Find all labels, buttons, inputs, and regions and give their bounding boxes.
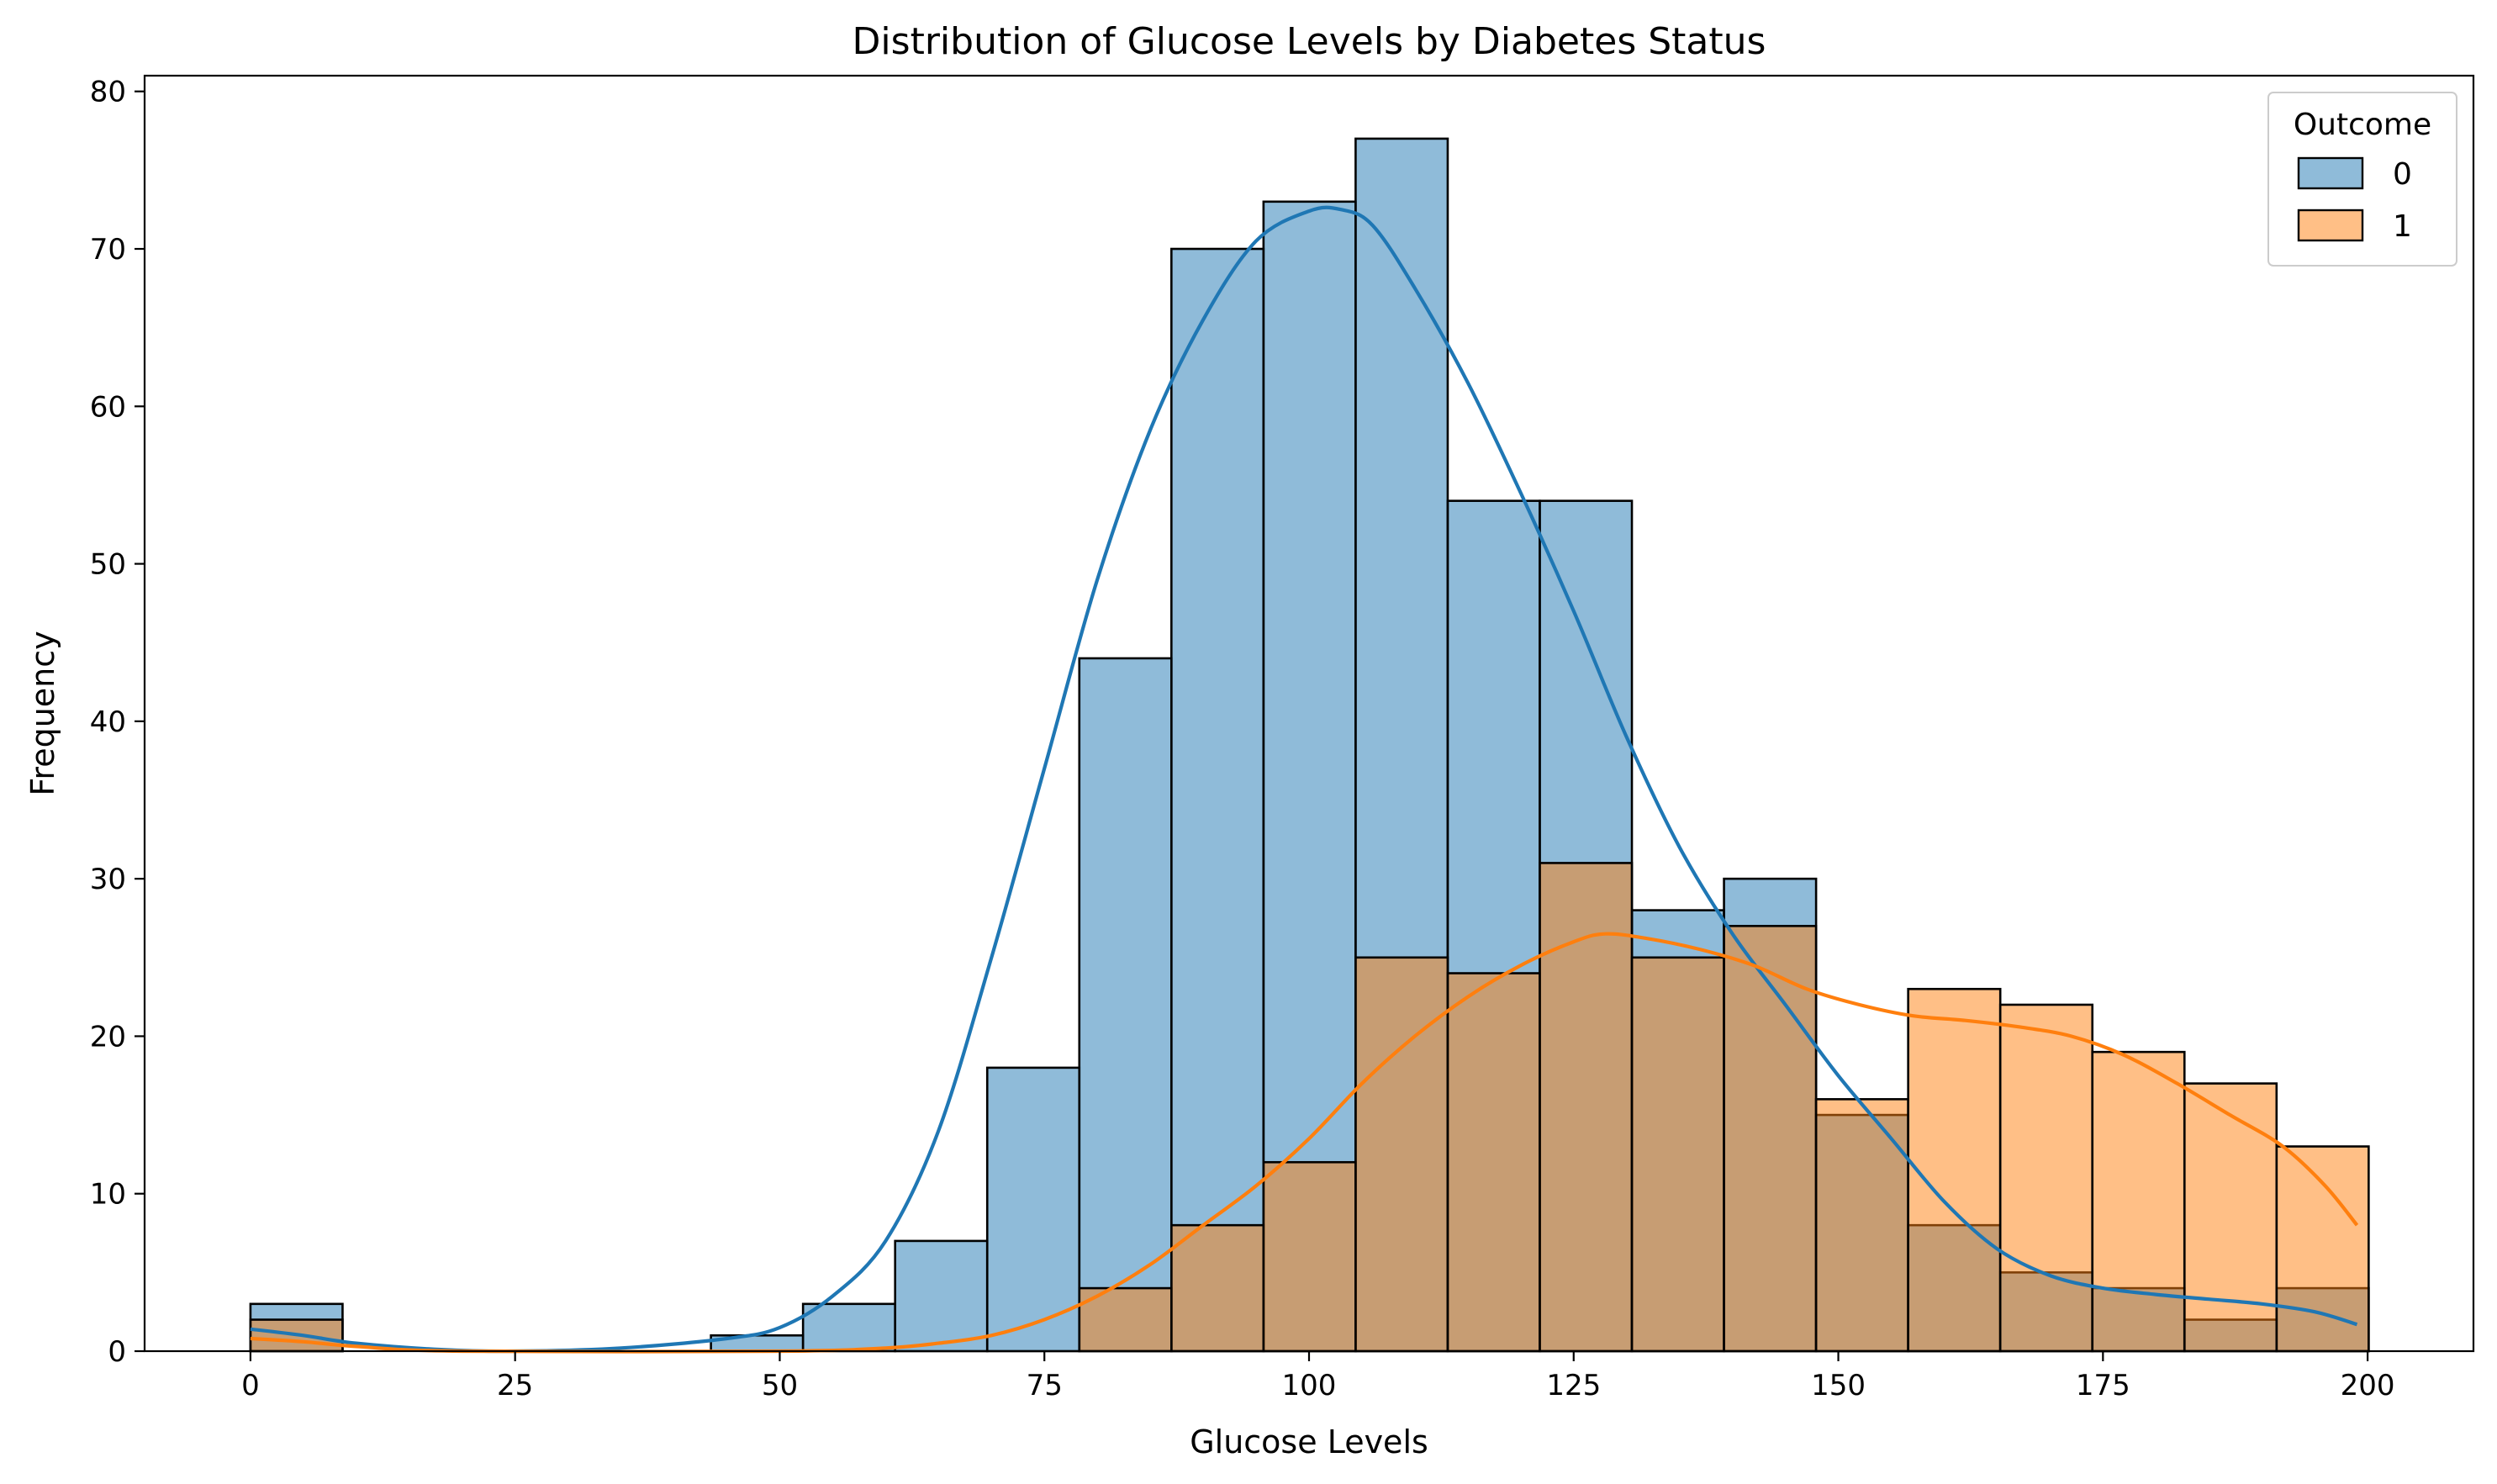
bars-layer — [249, 137, 2370, 1353]
legend-title: Outcome — [2294, 108, 2431, 142]
bar-1-bin-17 — [1814, 1098, 1909, 1353]
bar-1-bin-14 — [1539, 862, 1634, 1353]
x-tick-label-125: 125 — [1546, 1369, 1601, 1402]
bar-1-bin-19 — [1998, 1003, 2094, 1353]
x-tick-label-25: 25 — [497, 1369, 533, 1402]
bar-1-bin-15 — [1630, 956, 1725, 1353]
kde-layer — [250, 205, 2359, 1354]
x-tick-label-175: 175 — [2076, 1369, 2130, 1402]
bar-1-bin-20 — [2091, 1050, 2186, 1353]
legend-label-1: 1 — [2393, 209, 2412, 244]
bar-series-1 — [249, 862, 2370, 1353]
legend-label-0: 0 — [2393, 157, 2412, 192]
y-tick-label-70: 70 — [90, 233, 126, 267]
kde-line-0 — [250, 205, 2358, 1354]
bar-0-bin-7 — [894, 1239, 989, 1353]
bar-1-bin-22 — [2275, 1145, 2370, 1353]
bar-1-bin-18 — [1907, 987, 2002, 1353]
bar-0-bin-6 — [801, 1302, 896, 1353]
y-axis-label: Frequency — [24, 631, 61, 795]
bar-1-bin-10 — [1170, 1223, 1265, 1353]
bar-1-bin-11 — [1262, 1160, 1357, 1353]
kde-line-1 — [250, 932, 2359, 1354]
y-tick-label-40: 40 — [90, 705, 126, 739]
x-tick-label-150: 150 — [1811, 1369, 1866, 1402]
y-tick-label-50: 50 — [90, 548, 126, 582]
x-tick-label-75: 75 — [1027, 1369, 1063, 1402]
legend-swatch-0 — [2297, 156, 2364, 190]
x-tick-label-50: 50 — [762, 1369, 798, 1402]
x-tick-label-0: 0 — [241, 1369, 260, 1402]
x-tick-label-100: 100 — [1282, 1369, 1337, 1402]
bar-1-bin-13 — [1446, 972, 1541, 1353]
bar-0-bin-10 — [1170, 247, 1265, 1353]
x-tick-label-200: 200 — [2341, 1369, 2395, 1402]
x-axis-label: Glucose Levels — [1190, 1423, 1428, 1460]
legend-swatch-1 — [2297, 209, 2364, 242]
y-tick-label-0: 0 — [108, 1335, 126, 1369]
y-tick-label-10: 10 — [90, 1178, 126, 1212]
legend-entries: 01 — [2297, 156, 2412, 244]
y-tick-label-80: 80 — [90, 76, 126, 109]
y-tick-label-60: 60 — [90, 390, 126, 424]
bar-1-bin-21 — [2183, 1082, 2278, 1353]
bar-0-bin-8 — [985, 1066, 1081, 1353]
y-tick-label-20: 20 — [90, 1020, 126, 1054]
bar-0-bin-11 — [1262, 200, 1357, 1353]
bar-0-bin-9 — [1078, 657, 1173, 1353]
bar-1-bin-12 — [1354, 956, 1449, 1353]
bar-1-bin-16 — [1723, 925, 1818, 1353]
chart-title: Distribution of Glucose Levels by Diabet… — [853, 20, 1766, 63]
legend: Outcome 01 — [2267, 92, 2457, 267]
y-tick-label-30: 30 — [90, 863, 126, 896]
